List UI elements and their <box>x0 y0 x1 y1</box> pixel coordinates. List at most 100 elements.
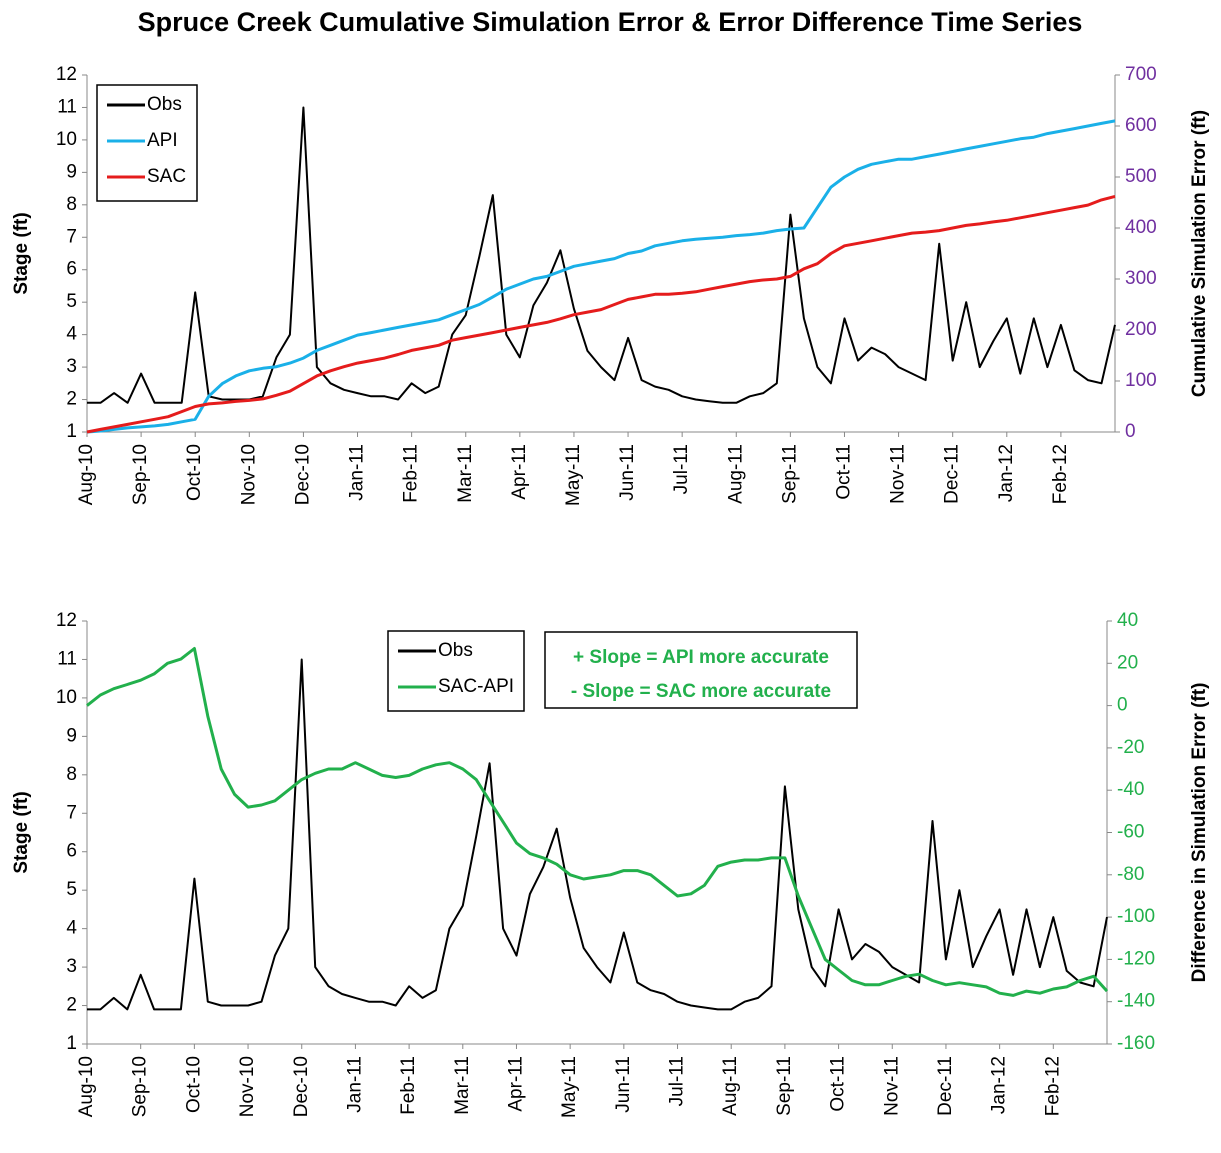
y-tick-label: 7 <box>66 802 77 823</box>
x-tick-label: Feb-12 <box>1050 444 1071 504</box>
y2-tick-label: 0 <box>1117 695 1128 716</box>
y2-tick-label: -120 <box>1117 948 1155 969</box>
series-line <box>86 647 1109 997</box>
legend-label: Obs <box>147 94 182 115</box>
x-tick-label: Jun-11 <box>613 1056 634 1113</box>
y2-tick-label: -60 <box>1117 822 1144 843</box>
legend-label: SAC <box>147 166 186 187</box>
x-tick-label: Sep-10 <box>130 444 151 505</box>
y-tick-label: 1 <box>66 421 77 442</box>
y-tick-label: 10 <box>56 129 77 150</box>
y2-tick-label: 400 <box>1125 217 1157 238</box>
y-tick-label: 10 <box>56 687 77 708</box>
x-tick-label: Nov-11 <box>888 444 909 504</box>
y-tick-label: 3 <box>66 356 77 377</box>
series-line <box>86 194 1116 434</box>
x-tick-label: Nov-11 <box>881 1056 902 1116</box>
x-tick-label: Aug-11 <box>725 444 746 504</box>
x-tick-label: Jan-12 <box>989 1056 1010 1114</box>
y2-tick-label: 700 <box>1125 64 1157 85</box>
y2-axis-title: Cumulative Simulation Error (ft) <box>1189 110 1210 397</box>
x-tick-label: Aug-11 <box>720 1056 741 1116</box>
legend-box <box>387 630 525 712</box>
x-tick-label: Oct-11 <box>828 1056 849 1112</box>
y-tick-label: 7 <box>66 226 77 247</box>
x-tick-label: Dec-10 <box>291 1056 312 1117</box>
y-tick-label: 11 <box>57 648 77 669</box>
series-line <box>87 658 1108 1011</box>
y2-tick-label: 600 <box>1125 115 1157 136</box>
x-tick-label: Aug-10 <box>76 1056 97 1117</box>
x-tick-label: Oct-10 <box>183 1056 204 1113</box>
y-axis-title: Stage (ft) <box>11 212 32 294</box>
y-tick-label: 4 <box>66 918 77 939</box>
y-tick-label: 3 <box>66 956 77 977</box>
y-tick-label: 9 <box>66 725 77 746</box>
legend-label: SAC-API <box>438 676 514 697</box>
legend-label: API <box>147 130 178 151</box>
annotation-box <box>544 631 858 709</box>
legend-label: Obs <box>438 640 473 661</box>
series-line <box>86 119 1116 434</box>
y2-tick-label: 300 <box>1125 268 1157 289</box>
y-tick-label: 8 <box>66 764 77 785</box>
x-tick-label: Feb-11 <box>401 444 422 503</box>
y-tick-label: 4 <box>66 324 77 345</box>
y2-tick-label: -20 <box>1117 737 1144 758</box>
x-tick-label: Oct-11 <box>833 444 854 500</box>
x-tick-label: Mar-11 <box>455 444 476 503</box>
annotation: + Slope = API more accurate <box>573 647 829 668</box>
x-tick-label: Dec-11 <box>935 1056 956 1116</box>
y-axis-title: Stage (ft) <box>11 791 32 873</box>
y-tick-label: 11 <box>57 96 77 117</box>
x-tick-label: Jul-11 <box>671 444 692 494</box>
x-tick-label: Mar-11 <box>452 1056 473 1115</box>
y-tick-label: 1 <box>66 1033 77 1054</box>
y2-axis-title: Difference in Simulation Error (ft) <box>1189 683 1210 983</box>
y2-tick-label: -80 <box>1117 864 1144 885</box>
x-tick-label: Sep-11 <box>774 1056 795 1116</box>
x-tick-label: Sep-11 <box>779 444 800 504</box>
y2-tick-label: 20 <box>1117 652 1138 673</box>
y-tick-label: 12 <box>56 610 77 631</box>
figure-title: Spruce Creek Cumulative Simulation Error… <box>138 7 1083 37</box>
x-tick-label: Feb-12 <box>1042 1056 1063 1116</box>
x-tick-label: Jan-11 <box>344 1056 365 1113</box>
y2-tick-label: -100 <box>1117 906 1155 927</box>
x-tick-label: May-11 <box>559 1056 580 1118</box>
x-tick-label: Feb-11 <box>398 1056 419 1115</box>
y2-tick-label: 100 <box>1125 370 1157 391</box>
x-tick-label: Jun-11 <box>617 444 638 501</box>
y-tick-label: 2 <box>66 389 77 410</box>
y-tick-label: 6 <box>66 259 77 280</box>
x-tick-label: Apr-11 <box>505 1056 526 1112</box>
y-tick-label: 6 <box>66 841 77 862</box>
x-tick-label: Apr-11 <box>509 444 530 500</box>
x-tick-label: Dec-11 <box>942 444 963 504</box>
y2-tick-label: 500 <box>1125 166 1157 187</box>
y-tick-label: 2 <box>66 995 77 1016</box>
y-tick-label: 5 <box>66 879 77 900</box>
x-tick-label: Nov-10 <box>237 1056 258 1117</box>
y-tick-label: 12 <box>56 64 77 85</box>
x-tick-label: Jul-11 <box>667 1056 688 1106</box>
x-tick-label: Oct-10 <box>184 444 205 501</box>
x-tick-label: Nov-10 <box>238 444 259 505</box>
x-tick-label: Aug-10 <box>76 444 97 505</box>
annotation: - Slope = SAC more accurate <box>571 681 831 702</box>
x-tick-label: May-11 <box>563 444 584 506</box>
y2-tick-label: 200 <box>1125 319 1157 340</box>
x-tick-label: Jan-11 <box>347 444 368 501</box>
y2-tick-label: 40 <box>1117 610 1138 631</box>
x-tick-label: Jan-12 <box>996 444 1017 502</box>
y2-tick-label: -160 <box>1117 1033 1155 1054</box>
y2-tick-label: -140 <box>1117 991 1155 1012</box>
y2-tick-label: -40 <box>1117 779 1144 800</box>
y-tick-label: 9 <box>66 161 77 182</box>
y2-tick-label: 0 <box>1125 421 1136 442</box>
y-tick-label: 5 <box>66 291 77 312</box>
y-tick-label: 8 <box>66 194 77 215</box>
x-tick-label: Dec-10 <box>292 444 313 505</box>
series-line <box>87 106 1116 404</box>
